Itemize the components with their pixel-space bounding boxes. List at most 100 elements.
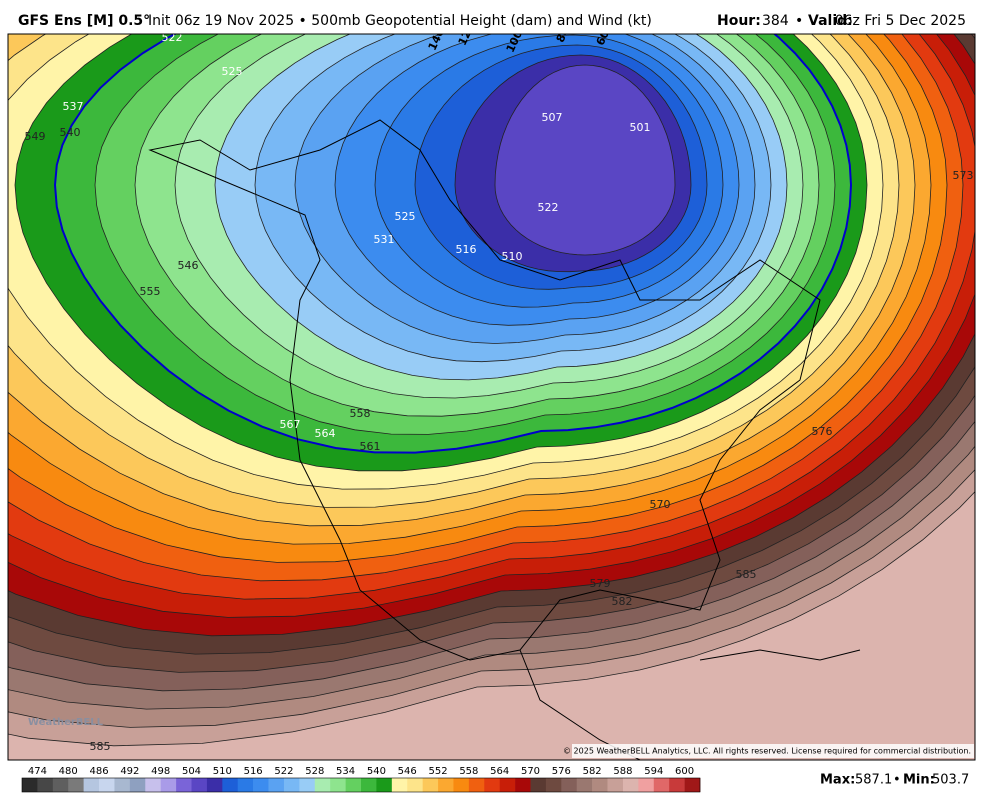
copyright-bg <box>572 744 974 758</box>
colorbar-swatch <box>561 778 578 792</box>
contour-label: 525 <box>395 210 416 223</box>
contour-label: 579 <box>590 577 611 590</box>
title-description: Init 06z 19 Nov 2025 • 500mb Geopotentia… <box>148 13 652 29</box>
colorbar-swatch <box>453 778 470 792</box>
colorbar-swatch <box>422 778 439 792</box>
colorbar-swatch <box>160 778 177 792</box>
colorbar-swatch <box>669 778 685 792</box>
colorbar-swatch <box>391 778 408 792</box>
colorbar-tick-label: 480 <box>59 766 78 777</box>
colorbar-swatch <box>22 778 38 792</box>
colorbar-swatch <box>268 778 285 792</box>
colorbar-frame <box>21 777 701 793</box>
valid-label: Valid: <box>808 13 853 29</box>
min-label: Min: <box>903 773 935 788</box>
colorbar-swatch <box>407 778 423 792</box>
colorbar-tick-label: 522 <box>274 766 293 777</box>
colorbar-tick-label: 498 <box>151 766 170 777</box>
colorbar-swatch <box>438 778 454 792</box>
contour-label: 573 <box>953 169 974 182</box>
colorbar-swatch <box>191 778 208 792</box>
contour-label: 537 <box>63 100 84 113</box>
colorbar-tick-label: 564 <box>490 766 509 777</box>
colorbar-swatch <box>99 778 115 792</box>
colorbar-swatch <box>622 778 639 792</box>
colorbar-tick-label: 570 <box>521 766 540 777</box>
hour-label: Hour: <box>717 13 761 29</box>
contour-label: 507 <box>542 111 563 124</box>
colorbar-tick-label: 540 <box>367 766 386 777</box>
contour-label: 567 <box>280 418 301 431</box>
colorbar-swatch <box>530 778 547 792</box>
colorbar-tick-label: 528 <box>305 766 324 777</box>
colorbar-tick-label: 582 <box>583 766 602 777</box>
height-band <box>494 64 676 256</box>
contour-label: 549 <box>25 130 46 143</box>
colorbar-swatch <box>592 778 608 792</box>
colorbar-swatch <box>468 778 485 792</box>
contour-label: 582 <box>612 595 633 608</box>
max-value: 587.1 <box>855 773 892 788</box>
colorbar-swatch <box>607 778 624 792</box>
colorbar-swatch <box>376 778 393 792</box>
copyright: © 2025 WeatherBELL Analytics, LLC. All r… <box>563 747 971 756</box>
colorbar-tick-label: 558 <box>459 766 478 777</box>
contour-label: 501 <box>630 121 651 134</box>
colorbar-swatch <box>361 778 377 792</box>
logo: WeatherBELL <box>28 717 104 728</box>
max-label: Max: <box>820 773 855 788</box>
colorbar-swatch <box>330 778 346 792</box>
contour-label: 576 <box>812 425 833 438</box>
colorbar-swatch <box>114 778 131 792</box>
colorbar-swatch <box>145 778 161 792</box>
colorbar-swatch <box>515 778 531 792</box>
colorbar-swatch <box>176 778 192 792</box>
separator: • <box>795 13 803 29</box>
colorbar-tick-label: 594 <box>644 766 663 777</box>
contour-label: 561 <box>360 440 381 453</box>
valid-info: Hour: 384 • Valid: 06z Fri 5 Dec 2025 <box>717 13 966 29</box>
contour-label: 555 <box>140 285 161 298</box>
contour-label: 585 <box>736 568 757 581</box>
colorbar-swatch <box>52 778 69 792</box>
colorbar-swatch <box>222 778 239 792</box>
title-model: GFS Ens [M] 0.5° <box>18 13 150 29</box>
valid-value: 06z Fri 5 Dec 2025 <box>835 13 966 29</box>
colorbar-swatch <box>299 778 316 792</box>
colorbar-swatch <box>206 778 223 792</box>
colorbar-tick-label: 552 <box>428 766 447 777</box>
colorbar-tick-label: 486 <box>89 766 108 777</box>
colorbar-tick-label: 510 <box>213 766 232 777</box>
colorbar-swatch <box>314 778 331 792</box>
colorbar-swatch <box>83 778 100 792</box>
colorbar-tick-label: 492 <box>120 766 139 777</box>
colorbar-swatch <box>68 778 84 792</box>
colorbar-swatch <box>638 778 655 792</box>
separator: • <box>893 773 901 788</box>
contour-label: 522 <box>538 201 559 214</box>
colorbar-swatch <box>237 778 254 792</box>
colorbar-swatch <box>653 778 670 792</box>
colorbar: 474 480 486 492 498 504 510 516 522 528 534 540 546 5… <box>21 766 701 793</box>
contour-label: 510 <box>502 250 523 263</box>
colorbar-tick-label: 588 <box>613 766 632 777</box>
colorbar-tick-label: 576 <box>552 766 571 777</box>
contour-label: 558 <box>350 407 371 420</box>
colorbar-swatch <box>545 778 562 792</box>
contour-label: 546 <box>178 259 199 272</box>
contour-label: 540 <box>60 126 81 139</box>
contour-label: 516 <box>456 243 477 256</box>
contour-label: 531 <box>374 233 395 246</box>
contour-label: 564 <box>315 427 336 440</box>
colorbar-swatch <box>484 778 500 792</box>
hour-value: 384 <box>762 13 789 29</box>
map-frame <box>7 33 976 761</box>
max-min: Max: 587.1 • Min: 503.7 <box>820 773 969 788</box>
colorbar-swatch <box>345 778 362 792</box>
colorbar-tick-label: 546 <box>398 766 417 777</box>
min-value: 503.7 <box>932 773 969 788</box>
map: 140 W 120 W 100 W 80 W 60 W52252553754054954… <box>8 34 975 760</box>
colorbar-tick-label: 516 <box>244 766 263 777</box>
